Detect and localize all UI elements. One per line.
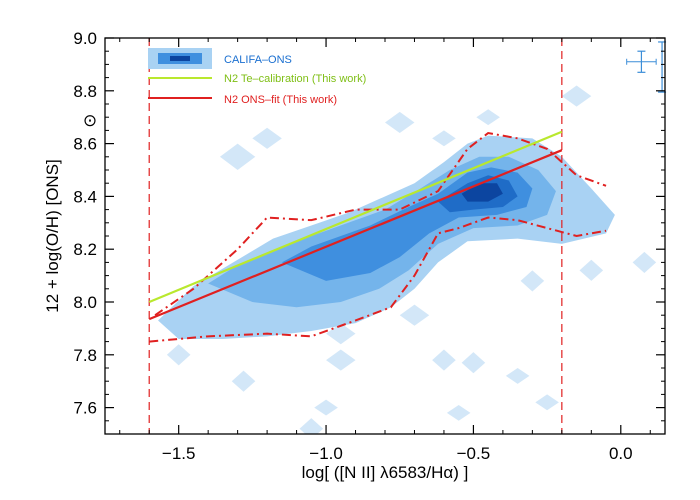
y-tick-label: 7.8 bbox=[73, 346, 97, 365]
upper-bound-line bbox=[154, 131, 607, 317]
density-blob bbox=[520, 270, 545, 292]
x-tick-label: −1.0 bbox=[309, 444, 343, 463]
ons-fit-line bbox=[148, 149, 563, 321]
density-blob bbox=[561, 85, 592, 107]
lower-bound-line bbox=[149, 216, 607, 343]
density-blob bbox=[166, 344, 191, 366]
solar-symbol: ⊙ bbox=[83, 111, 97, 131]
density-blob bbox=[299, 418, 324, 434]
legend-label-ons: N2 ONS–fit (This work) bbox=[224, 94, 337, 106]
density-blob bbox=[579, 259, 604, 281]
density-blob bbox=[385, 111, 415, 134]
density-blob bbox=[446, 404, 471, 421]
density-blob bbox=[252, 127, 282, 149]
y-tick-label: 8.2 bbox=[73, 240, 97, 259]
y-tick-label: 8.6 bbox=[73, 135, 97, 154]
x-axis-label: log[ ([N II] λ6583/Hα) ] bbox=[302, 463, 469, 482]
legend: CALIFA–ONS N2 Te–calibration (This work)… bbox=[148, 48, 366, 106]
y-tick-label: 7.6 bbox=[73, 399, 97, 418]
y-axis-label: 12 + log(O/H) [ONS] bbox=[43, 159, 62, 313]
te-calibration-line bbox=[148, 130, 563, 304]
density-contours bbox=[158, 85, 657, 434]
legend-label-te: N2 Te–calibration (This work) bbox=[224, 73, 366, 85]
legend-label-califa: CALIFA–ONS bbox=[224, 54, 292, 66]
density-blob bbox=[632, 251, 657, 273]
y-tick-label: 8.4 bbox=[73, 187, 97, 206]
density-blob bbox=[476, 109, 500, 126]
density-blob bbox=[432, 349, 456, 371]
density-blob bbox=[535, 394, 559, 411]
density-blob bbox=[505, 368, 530, 384]
axes: −1.5 −1.0 −0.5 0.0 7.6 7.8 8.0 8.2 8.4 8.6 8.8 9.0 bbox=[73, 29, 665, 463]
fit-lines bbox=[148, 38, 607, 434]
density-blob bbox=[219, 143, 256, 170]
density-blob bbox=[461, 352, 486, 374]
error-bars bbox=[626, 41, 667, 93]
y-tick-label: 8.8 bbox=[73, 82, 97, 101]
x-tick-label: 0.0 bbox=[609, 444, 633, 463]
density-blob bbox=[432, 130, 456, 147]
legend-swatch-density-inner bbox=[170, 56, 190, 61]
error-bar-0 bbox=[626, 50, 657, 73]
x-tick-label: −1.5 bbox=[162, 444, 196, 463]
y-tick-label: 9.0 bbox=[73, 29, 97, 48]
x-tick-label: −0.5 bbox=[457, 444, 491, 463]
y-tick-label: 8.0 bbox=[73, 293, 97, 312]
density-blob bbox=[314, 399, 338, 416]
density-blob bbox=[326, 349, 356, 371]
density-blob bbox=[231, 370, 256, 392]
density-blob bbox=[399, 304, 430, 326]
